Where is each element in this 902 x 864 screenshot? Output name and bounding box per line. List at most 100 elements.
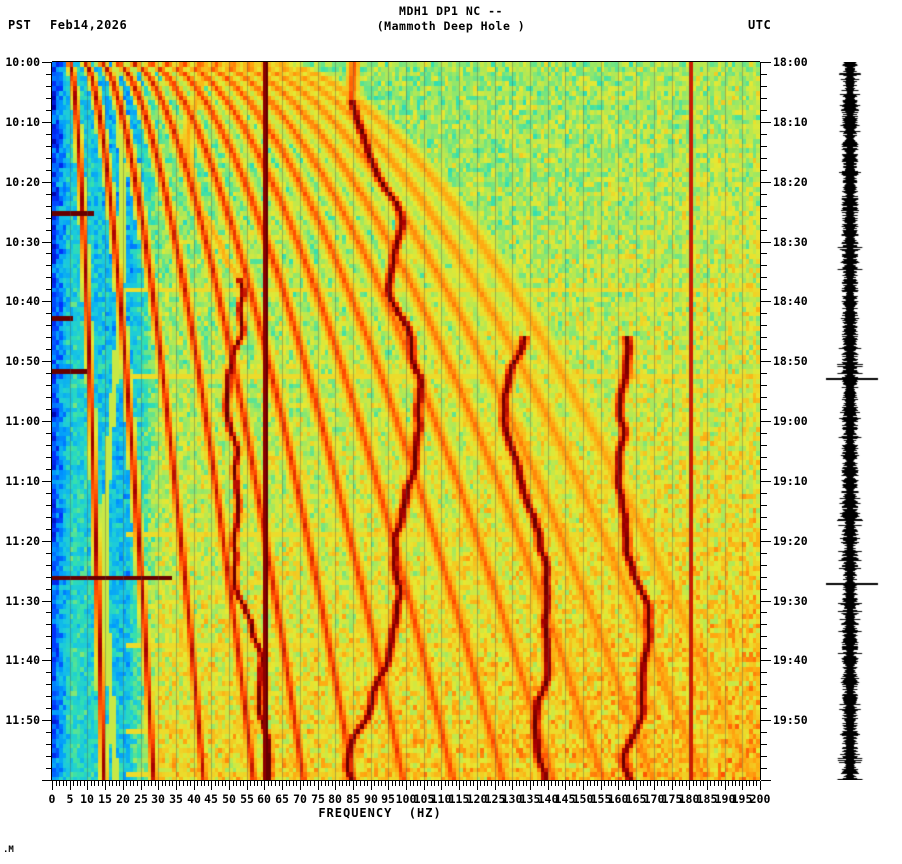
y-tick-minor-right [761,134,767,135]
x-axis-title: FREQUENCY (HZ) [318,806,442,820]
x-tick-minor [155,781,156,786]
y-tick-minor-left [46,553,52,554]
x-tick-minor [675,781,676,786]
x-tick-minor [661,781,662,786]
y-tick-minor-right [761,385,767,386]
x-tick-minor [360,781,361,786]
x-tick-major [247,781,248,790]
x-tick-minor [332,781,333,786]
x-tick-minor [633,781,634,786]
x-tick-minor [172,781,173,786]
x-tick-minor [703,781,704,786]
x-tick-label: 35 [169,792,183,806]
x-tick-label: 60 [257,792,271,806]
x-tick-minor [63,781,64,786]
x-tick-minor [349,781,350,786]
x-tick-minor [94,781,95,786]
y-tick-minor-right [761,146,767,147]
x-tick-minor [445,781,446,786]
y-tick-label-left: 11:00 [5,414,40,428]
x-tick-label: 75 [311,792,325,806]
x-tick-minor [756,781,757,786]
x-tick-label: 40 [187,792,201,806]
x-tick-minor [491,781,492,786]
x-tick-minor [286,781,287,786]
x-tick-minor [604,781,605,786]
y-tick-label-right: 19:30 [773,594,808,608]
x-tick-minor [732,781,733,786]
y-tick-minor-left [46,684,52,685]
y-tick-major-right [761,780,771,781]
x-tick-major [87,781,88,790]
x-tick-minor [718,781,719,786]
y-tick-minor-right [761,493,767,494]
x-tick-minor [431,781,432,786]
x-tick-label: 115 [448,792,470,806]
y-tick-major-right [761,62,771,63]
x-tick-minor [526,781,527,786]
y-tick-minor-left [46,529,52,530]
y-tick-minor-left [46,373,52,374]
x-tick-major [335,781,336,790]
x-tick-major [618,781,619,790]
x-tick-minor [179,781,180,786]
y-tick-minor-left [46,612,52,613]
x-tick-major [530,781,531,790]
x-tick-label: 20 [116,792,130,806]
y-tick-minor-right [761,194,767,195]
x-tick-label: 180 [678,792,700,806]
x-tick-minor [558,781,559,786]
y-tick-minor-left [46,289,52,290]
y-tick-minor-right [761,230,767,231]
x-tick-label: 155 [590,792,612,806]
x-tick-minor [587,781,588,786]
y-tick-minor-right [761,517,767,518]
y-tick-minor-left [46,277,52,278]
x-tick-minor [374,781,375,786]
x-tick-minor [466,781,467,786]
y-tick-minor-right [761,313,767,314]
y-tick-minor-right [761,277,767,278]
x-tick-minor [130,781,131,786]
y-tick-minor-left [46,146,52,147]
y-tick-label-left: 10:30 [5,235,40,249]
x-tick-label: 185 [696,792,718,806]
y-tick-minor-right [761,648,767,649]
y-tick-minor-left [46,624,52,625]
x-tick-major [477,781,478,790]
y-tick-minor-left [46,636,52,637]
y-tick-minor-right [761,397,767,398]
x-tick-minor [325,781,326,786]
y-tick-major-left [42,541,52,542]
x-tick-minor [516,781,517,786]
y-tick-minor-left [46,158,52,159]
x-tick-minor [102,781,103,786]
x-tick-minor [109,781,110,786]
spectrogram-plot[interactable] [52,62,760,780]
x-tick-label: 0 [48,792,56,806]
y-tick-minor-left [46,194,52,195]
x-tick-label: 195 [731,792,753,806]
y-tick-major-left [42,720,52,721]
x-tick-minor [456,781,457,786]
x-tick-minor [296,781,297,786]
x-tick-minor [629,781,630,786]
y-tick-minor-left [46,98,52,99]
y-tick-minor-right [761,457,767,458]
x-tick-label: 85 [346,792,360,806]
x-tick-minor [590,781,591,786]
x-tick-major [388,781,389,790]
x-tick-minor [77,781,78,786]
x-tick-minor [484,781,485,786]
y-tick-minor-right [761,744,767,745]
x-tick-minor [137,781,138,786]
x-tick-minor [261,781,262,786]
x-tick-minor [625,781,626,786]
y-tick-minor-right [761,218,767,219]
x-tick-minor [647,781,648,786]
x-tick-minor [346,781,347,786]
x-tick-minor [367,781,368,786]
x-tick-label: 165 [625,792,647,806]
x-tick-minor [187,781,188,786]
x-tick-label: 120 [466,792,488,806]
